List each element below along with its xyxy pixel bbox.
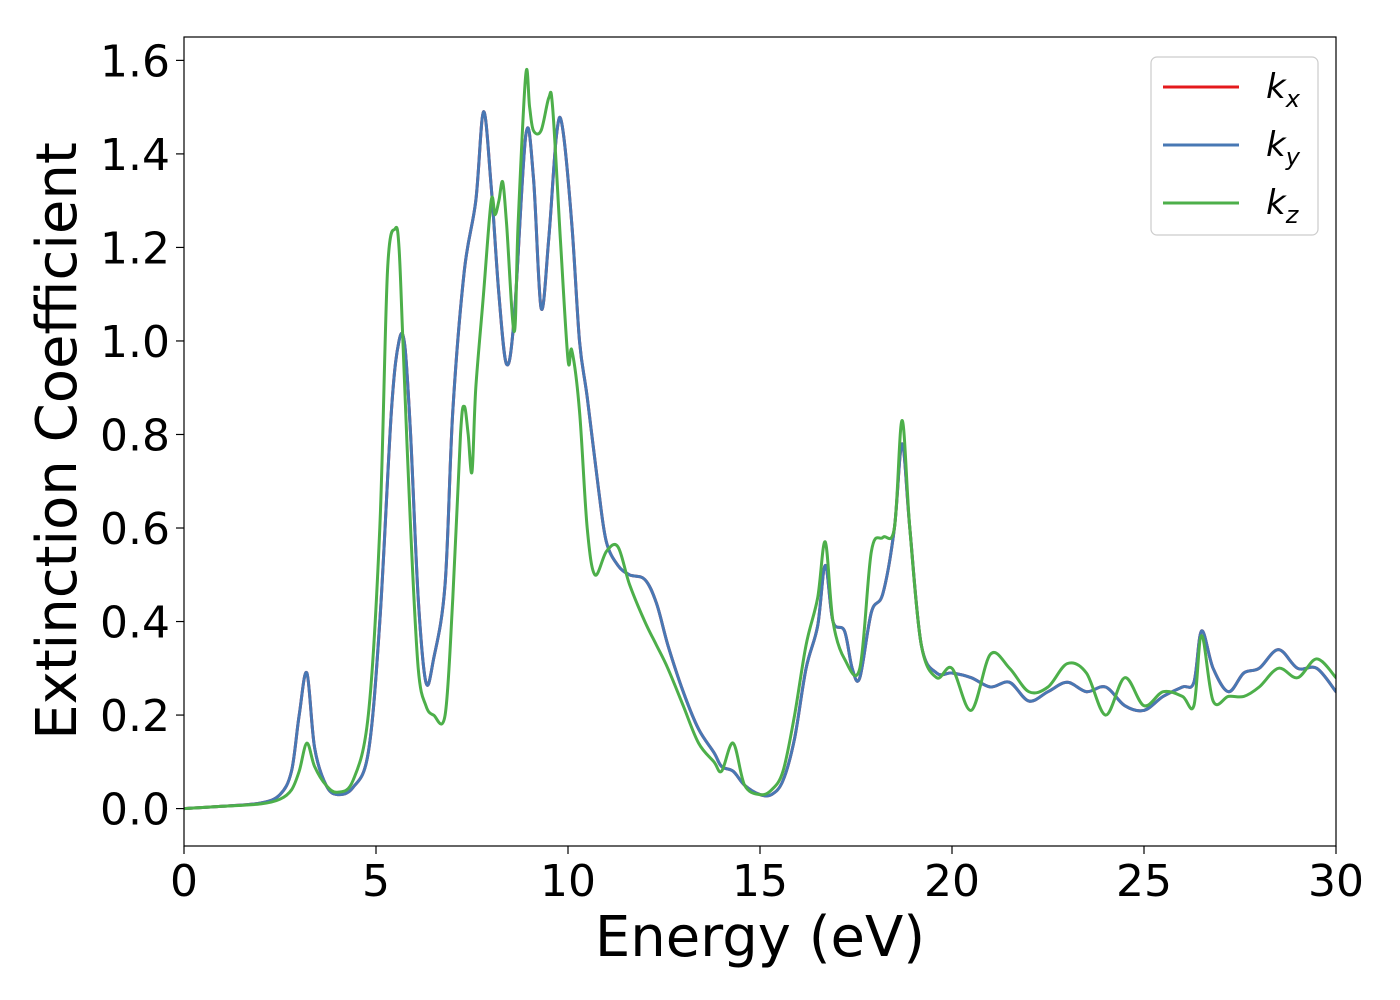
y-tick-label: 0.6: [100, 504, 170, 555]
legend-label-ky: ky: [1266, 125, 1301, 171]
y-tick-label: 0.2: [100, 691, 170, 742]
x-tick-label: 0: [170, 856, 198, 907]
x-tick-label: 15: [732, 856, 788, 907]
y-tick-label: 0.4: [100, 598, 170, 649]
x-tick-label: 25: [1116, 856, 1172, 907]
legend-label-main: k: [1266, 67, 1287, 107]
x-tick-label: 20: [924, 856, 980, 907]
legend-label-kz: kz: [1266, 183, 1300, 229]
x-axis-title: Energy (eV): [595, 905, 925, 970]
legend-label-sub: y: [1285, 143, 1301, 171]
x-axis: 0 5 10 15 20 25 30: [170, 846, 1364, 907]
series-layer: [184, 68, 1336, 811]
x-tick-label: 5: [362, 856, 390, 907]
legend-label-sub: z: [1285, 201, 1300, 229]
x-tick-label: 30: [1308, 856, 1364, 907]
y-axis: 0.0 0.2 0.4 0.6 0.8 1.0 1.2 1.4 1.6: [100, 36, 184, 836]
legend-label-sub: x: [1285, 85, 1301, 113]
y-tick-label: 1.6: [100, 36, 170, 87]
y-tick-label: 1.0: [100, 317, 170, 368]
y-tick-label: 1.2: [100, 223, 170, 274]
y-axis-title: Extinction Coefficient: [25, 142, 90, 740]
x-tick-label: 10: [540, 856, 596, 907]
legend-label-main: k: [1266, 183, 1287, 223]
series-line-kz: [184, 68, 1336, 811]
legend-label-main: k: [1266, 125, 1287, 165]
y-tick-label: 0.8: [100, 410, 170, 461]
legend-label-kx: kx: [1266, 67, 1301, 113]
y-tick-label: 1.4: [100, 130, 170, 181]
y-tick-label: 0.0: [100, 785, 170, 836]
series-line-ky: [184, 110, 1336, 811]
